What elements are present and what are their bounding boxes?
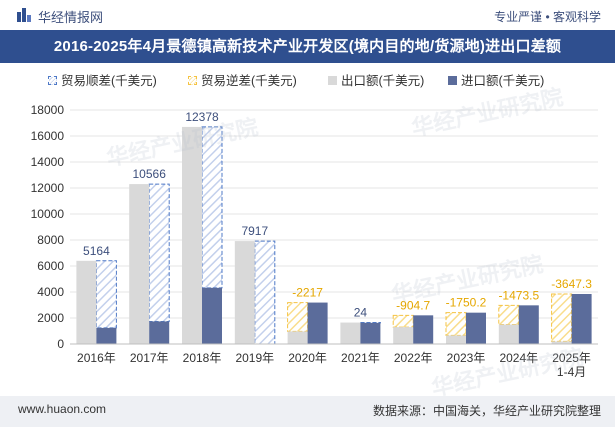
import-bar bbox=[202, 287, 222, 344]
y-tick-label: 2000 bbox=[37, 311, 64, 325]
surplus-bar bbox=[95, 260, 117, 329]
import-bar bbox=[307, 302, 328, 344]
balance-label: 12378 bbox=[185, 110, 219, 124]
surplus-bar bbox=[148, 183, 170, 322]
export-bar bbox=[129, 184, 150, 344]
huajing-logo-icon bbox=[17, 8, 31, 22]
x-tick-label: 2018年 bbox=[183, 351, 222, 365]
balance-label: -1473.5 bbox=[498, 288, 539, 302]
deficit-bar bbox=[498, 304, 520, 326]
export-bar bbox=[182, 126, 202, 345]
import-bar bbox=[466, 312, 486, 344]
deficit-bar bbox=[392, 314, 414, 328]
export-bar bbox=[498, 324, 519, 344]
balance-label: 5164 bbox=[83, 244, 110, 258]
deficit-bar bbox=[551, 293, 573, 342]
export-bar bbox=[234, 241, 255, 344]
export-bar bbox=[446, 335, 466, 344]
y-tick-label: 12000 bbox=[31, 181, 65, 195]
y-tick-label: 0 bbox=[57, 337, 64, 351]
footer-website: www.huaon.com bbox=[18, 402, 107, 416]
export-bar bbox=[340, 322, 361, 344]
x-tick-label: 2021年 bbox=[341, 351, 380, 365]
legend-label-import: 进口额(千美元) bbox=[461, 74, 545, 88]
legend-label-surplus: 贸易顺差(千美元) bbox=[61, 74, 157, 88]
y-tick-label: 16000 bbox=[31, 129, 65, 143]
x-tick-label: 2016年 bbox=[77, 351, 116, 365]
y-tick-label: 18000 bbox=[31, 103, 65, 117]
legend-swatch-surplus bbox=[48, 76, 57, 85]
import-bar bbox=[413, 315, 434, 344]
tagline: 专业严谨 • 客观科学 bbox=[494, 10, 601, 24]
x-tick-label: 2023年 bbox=[447, 351, 486, 365]
balance-label: -904.7 bbox=[396, 298, 430, 312]
y-tick-label: 10000 bbox=[31, 207, 65, 221]
x-tick-label: 2020年 bbox=[288, 351, 327, 365]
footer-source: 数据来源：中国海关，华经产业研究院整理 bbox=[372, 404, 601, 418]
balance-label: 24 bbox=[354, 306, 368, 320]
balance-label: -3647.3 bbox=[551, 277, 592, 291]
y-tick-label: 6000 bbox=[37, 259, 64, 273]
x-tick-label: 2019年 bbox=[235, 351, 274, 365]
balance-label: -1750.2 bbox=[446, 296, 487, 310]
footer-bar: www.huaon.com 数据来源：中国海关，华经产业研究院整理 bbox=[0, 396, 615, 427]
x-tick-label: 2022年 bbox=[394, 351, 433, 365]
x-tick-label: 2024年 bbox=[499, 351, 538, 365]
export-bar bbox=[393, 327, 414, 344]
x-tick-label: 1-4月 bbox=[557, 365, 586, 379]
bars bbox=[76, 126, 592, 345]
y-tick-label: 8000 bbox=[37, 233, 64, 247]
x-tick-label: 2025年 bbox=[552, 351, 591, 365]
legend-label-deficit: 贸易逆差(千美元) bbox=[201, 74, 297, 88]
import-bar bbox=[518, 305, 539, 344]
import-bar bbox=[96, 327, 117, 344]
balance-label: 7917 bbox=[241, 224, 268, 238]
import-bar bbox=[360, 322, 381, 344]
export-bar bbox=[76, 260, 97, 344]
legend-swatch-export bbox=[328, 76, 337, 85]
title-bar: 2016-2025年4月景德镇高新技术产业开发区(境内目的地/货源地)进出口差额 bbox=[0, 30, 615, 63]
legend-swatch-import bbox=[448, 76, 457, 85]
export-bar bbox=[287, 331, 308, 344]
import-bar bbox=[571, 293, 592, 344]
axes: 0 2000 4000 6000 8000 10000 12000 14000 16000 180… bbox=[31, 103, 598, 379]
surplus-bar bbox=[201, 126, 223, 289]
chart-title: 2016-2025年4月景德镇高新技术产业开发区(境内目的地/货源地)进出口差额 bbox=[53, 38, 562, 55]
legend-swatch-deficit bbox=[188, 76, 197, 85]
balance-label: 10566 bbox=[133, 167, 167, 181]
surplus-bar bbox=[254, 240, 276, 345]
deficit-bar bbox=[445, 312, 467, 336]
data-labels: 5164 10566 12378 7917 -2217 24 -904.7 -1750.2 -1… bbox=[83, 110, 592, 320]
balance-label: -2217 bbox=[292, 286, 323, 300]
deficit-bar bbox=[287, 302, 309, 332]
brand-name: 华经情报网 bbox=[38, 10, 104, 25]
top-bar: 华经情报网 专业严谨 • 客观科学 bbox=[0, 0, 615, 30]
y-tick-label: 4000 bbox=[37, 285, 64, 299]
import-bar bbox=[149, 321, 170, 344]
export-bar bbox=[551, 341, 572, 344]
y-tick-label: 14000 bbox=[31, 155, 65, 169]
x-tick-label: 2017年 bbox=[130, 351, 169, 365]
legend-label-export: 出口额(千美元) bbox=[341, 74, 425, 88]
